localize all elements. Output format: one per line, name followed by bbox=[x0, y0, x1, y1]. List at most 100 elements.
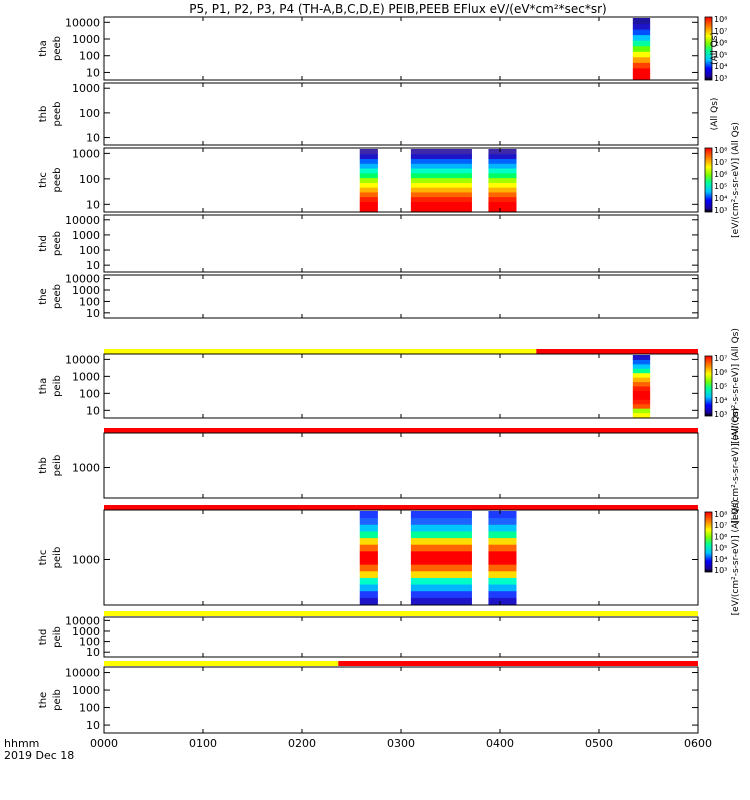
spectrogram-cell bbox=[410, 158, 472, 164]
y-tick-label: 10 bbox=[86, 66, 100, 79]
x-tick-label: 0100 bbox=[189, 737, 217, 750]
y-tick-label: 10000 bbox=[65, 273, 100, 286]
spectrogram-cell bbox=[488, 577, 517, 585]
colorbar-label: (All Qs) bbox=[710, 98, 720, 131]
colorbar-tick-label: 10⁷ bbox=[714, 354, 727, 363]
spectrogram-cell bbox=[359, 158, 378, 164]
spectrogram-cell bbox=[359, 177, 378, 183]
mode-bar-segment bbox=[104, 661, 339, 666]
panel-label-probe: tha bbox=[38, 378, 49, 394]
spectrogram-cell bbox=[632, 412, 651, 418]
y-tick-label: 10 bbox=[86, 132, 100, 145]
y-tick-label: 10000 bbox=[65, 214, 100, 227]
spectrogram-cell bbox=[488, 511, 517, 519]
spectrogram-cell bbox=[410, 577, 472, 585]
spectrogram-cell bbox=[488, 196, 517, 202]
spectrogram-cell bbox=[632, 399, 651, 405]
y-tick-label: 100 bbox=[79, 702, 100, 715]
spectrogram-cell bbox=[410, 564, 472, 572]
spectrogram-cell bbox=[632, 381, 651, 387]
panel-thc-peeb: 10 100 1000 thc peeb 10³ 10⁴ 10⁵ 10⁶ 10⁷ 10⁸ [eV/(c… bbox=[38, 122, 741, 238]
colorbar-label: (All Qs) bbox=[710, 32, 720, 65]
panel-frame bbox=[103, 616, 699, 658]
y-tick-label: 100 bbox=[79, 295, 100, 308]
panel-frame bbox=[103, 666, 699, 734]
panel-label-probe: thb bbox=[38, 457, 49, 474]
spectrogram-cell bbox=[359, 511, 378, 519]
x-axis-label-line1: hhmm bbox=[4, 737, 39, 750]
panel-tha-peeb: 10 100 1000 10000 tha peeb 10³ 10⁴ 10⁵ 10⁶ 10⁷ 10⁸ (… bbox=[38, 15, 727, 83]
spectrogram-cell bbox=[632, 408, 651, 414]
spectrogram-cell bbox=[632, 390, 651, 396]
spectrogram-cell bbox=[359, 550, 378, 558]
colorbar-tick-label: 10⁷ bbox=[714, 521, 727, 530]
y-tick-label: 10 bbox=[86, 198, 100, 211]
spectrogram-cell bbox=[410, 517, 472, 525]
spectrogram-cell bbox=[359, 163, 378, 169]
spectrogram-cell bbox=[410, 584, 472, 592]
spectrogram-cell bbox=[359, 577, 378, 585]
spectrogram-cell bbox=[410, 597, 472, 605]
spectrogram-cell bbox=[359, 584, 378, 592]
spectrogram-cell bbox=[632, 377, 651, 383]
colorbar-tick-label: 10⁵ bbox=[714, 50, 727, 59]
y-tick-label: 10000 bbox=[65, 16, 100, 29]
spectrogram-cell bbox=[632, 34, 651, 41]
colorbar-tick-label: 10⁷ bbox=[714, 158, 727, 167]
spectrogram-cell bbox=[488, 163, 517, 169]
spectrogram-cell bbox=[410, 187, 472, 193]
colorbar-tick-label: 10⁴ bbox=[714, 194, 727, 203]
panel-label-instrument: peib bbox=[52, 626, 63, 648]
mode-bar-segment bbox=[536, 349, 698, 354]
y-tick-label: 10 bbox=[86, 719, 100, 732]
spectrogram-cell bbox=[410, 168, 472, 174]
spectrogram-cell bbox=[359, 187, 378, 193]
y-tick-label: 100 bbox=[79, 636, 100, 649]
x-tick-label: 0500 bbox=[585, 737, 613, 750]
x-tick-label: 0000 bbox=[90, 737, 118, 750]
colorbar-tick-label: 10⁶ bbox=[714, 368, 727, 377]
y-tick-label: 1000 bbox=[72, 33, 100, 46]
y-tick-label: 1000 bbox=[72, 684, 100, 697]
spectrogram-cell bbox=[488, 517, 517, 525]
spectrogram-cell bbox=[488, 550, 517, 558]
spectrogram-cell bbox=[488, 153, 517, 160]
spectrogram-cell bbox=[359, 196, 378, 202]
colorbar-tick-label: 10³ bbox=[714, 566, 727, 575]
colorbar bbox=[704, 511, 713, 573]
panel-frame bbox=[103, 214, 699, 273]
y-tick-label: 100 bbox=[79, 50, 100, 63]
panel-frame bbox=[103, 274, 699, 319]
y-tick-label: 10 bbox=[86, 404, 100, 417]
y-tick-label: 1000 bbox=[72, 82, 100, 95]
colorbar-tick-label: 10⁶ bbox=[714, 39, 727, 48]
colorbar-tick-label: 10⁷ bbox=[714, 27, 727, 36]
spectrogram-cell bbox=[410, 182, 472, 188]
y-tick-label: 1000 bbox=[72, 625, 100, 638]
panel-frame bbox=[103, 147, 699, 213]
y-tick-label: 10 bbox=[86, 307, 100, 320]
y-tick-label: 10 bbox=[86, 259, 100, 272]
y-tick-label: 1000 bbox=[72, 147, 100, 160]
x-axis: hhmm 2019 Dec 18 0000 0100 0200 0300 0400 050… bbox=[4, 17, 712, 762]
spectrogram-cell bbox=[488, 557, 517, 565]
panel-label-instrument: peib bbox=[52, 689, 63, 711]
panel-label-probe: thc bbox=[38, 172, 49, 188]
spectrogram-cell bbox=[359, 597, 378, 605]
panel-label-instrument: peib bbox=[52, 375, 63, 397]
spectrogram-cell bbox=[488, 597, 517, 605]
spectrogram-cell bbox=[359, 172, 378, 179]
spectrogram-cell bbox=[488, 191, 517, 198]
spectrogram-cell bbox=[488, 187, 517, 193]
colorbar-tick-label: 10⁵ bbox=[714, 182, 727, 191]
colorbar-label: [eV/(cm²-s-sr-eV)] (All Qs) bbox=[731, 408, 741, 524]
spectrogram-cell bbox=[632, 40, 651, 47]
spectrogram-cell bbox=[359, 557, 378, 565]
panel-thd-peeb: 10 100 1000 10000 thd peeb bbox=[38, 214, 699, 273]
colorbar-tick-label: 10³ bbox=[714, 74, 727, 83]
panel-frame bbox=[103, 82, 699, 146]
spectrogram-cell bbox=[488, 570, 517, 578]
colorbar-tick-label: 10⁸ bbox=[714, 146, 727, 155]
spectrogram-cell bbox=[359, 168, 378, 174]
